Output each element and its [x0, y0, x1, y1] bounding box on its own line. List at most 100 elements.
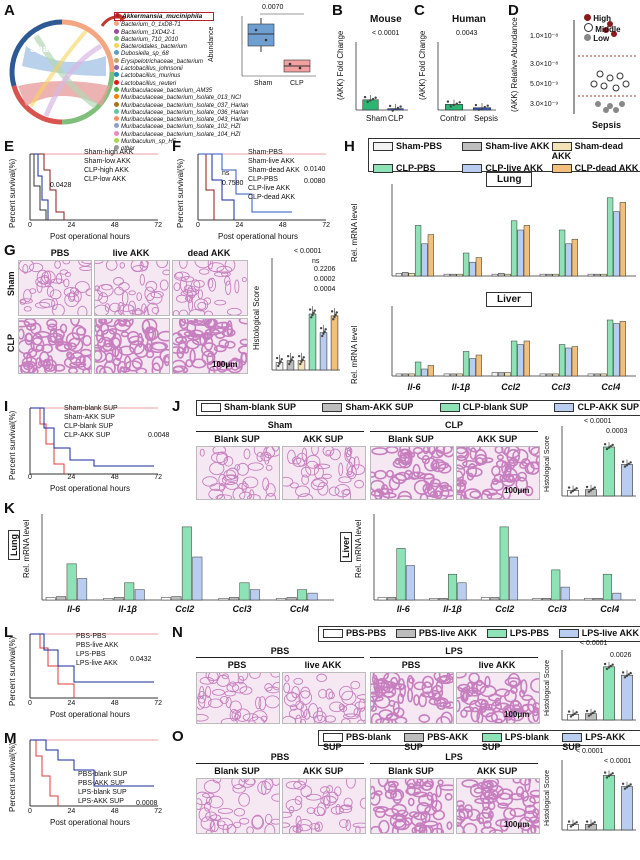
- data-point: [629, 671, 632, 675]
- alveolus: [198, 268, 210, 275]
- alveolus: [470, 706, 481, 723]
- alveolus: [299, 718, 306, 723]
- taxa-legend-item: Muribaculaceae_bacterium_Isolate_036_Har…: [114, 108, 248, 116]
- bar: [377, 597, 387, 601]
- panel-label-i: I: [4, 398, 9, 415]
- alveolus: [202, 476, 218, 487]
- alveolus: [179, 261, 188, 269]
- alveolus: [292, 457, 306, 467]
- alveolus: [448, 673, 453, 681]
- data-point: [310, 316, 313, 319]
- legend-high: High: [593, 14, 612, 23]
- survival-e: [29, 153, 158, 221]
- bar: [510, 220, 518, 277]
- alveolus: [295, 485, 311, 498]
- data-point: [567, 820, 571, 823]
- data-point: [480, 107, 484, 110]
- alveolus: [77, 305, 88, 315]
- bar: [602, 573, 612, 601]
- panel-label-l: L: [4, 624, 14, 641]
- bar: [619, 321, 627, 377]
- alveolus: [457, 470, 464, 486]
- bar: [571, 346, 579, 377]
- alveolus: [51, 303, 65, 315]
- j-col-0: Blank SUP: [214, 434, 260, 444]
- legend-low: Low: [593, 34, 610, 43]
- bar: [523, 340, 531, 377]
- alveolus: [19, 320, 31, 328]
- bar: [286, 597, 297, 601]
- alveolus: [264, 813, 273, 825]
- alveolus: [436, 675, 451, 685]
- panel-l-xlabel: Post operational hours: [50, 710, 131, 719]
- j-p-0: < 0.0001: [584, 418, 612, 425]
- alveolus: [482, 488, 498, 496]
- legend-dot-icon: [114, 145, 119, 151]
- alveolus: [209, 820, 216, 833]
- alveolus: [197, 289, 203, 300]
- alveolus: [298, 779, 308, 786]
- alveolus: [26, 323, 37, 331]
- alveolus: [185, 339, 200, 350]
- data-point: [609, 445, 612, 448]
- n-legend: PBS-PBS PBS-live AKK LPS-PBS LPS-live AK…: [318, 626, 640, 642]
- bar: [558, 229, 566, 277]
- alveolus: [391, 824, 399, 833]
- alveolus: [457, 809, 466, 824]
- bar: [450, 373, 457, 377]
- alveolus: [392, 790, 403, 805]
- alveolus: [151, 341, 169, 351]
- data-point: [589, 823, 593, 827]
- alveolus: [499, 818, 509, 832]
- alveolus: [284, 674, 290, 682]
- data-point: [371, 97, 375, 101]
- l-xtick-3: 72: [154, 700, 162, 707]
- alveolus: [194, 319, 205, 325]
- alveolus: [353, 456, 360, 470]
- alveolus: [385, 469, 394, 478]
- e-xtick-1: 24: [67, 222, 76, 229]
- taxa-legend-item: Muribaculaceae_bacterium_Isolate_102_HZI: [114, 123, 240, 130]
- alveolus: [194, 261, 212, 269]
- alveolus: [103, 339, 113, 348]
- alveolus: [19, 364, 31, 373]
- k-ylabel-liver: Rel. mRNA level: [354, 519, 363, 578]
- alveolus: [440, 711, 453, 723]
- f-legend-4: CLP-live AKK: [248, 185, 291, 192]
- data-point: [366, 100, 369, 104]
- alveolus: [134, 307, 142, 315]
- alveolus: [198, 807, 211, 822]
- alveolus: [313, 463, 331, 470]
- histology-g-sham-dead: [172, 260, 248, 316]
- alveolus: [207, 261, 214, 270]
- legend-dot-icon: [114, 35, 119, 41]
- bar: [600, 373, 607, 377]
- f-xtick-1: 24: [235, 222, 244, 229]
- bar: [77, 578, 88, 601]
- alveolus: [59, 323, 68, 334]
- alveolus: [343, 797, 353, 808]
- alveolus: [95, 323, 101, 333]
- alveolus: [34, 301, 51, 309]
- histology-texture: [371, 447, 453, 499]
- data-point: [607, 774, 611, 778]
- alveolus: [420, 691, 437, 698]
- alveolus: [388, 699, 396, 707]
- alveolus: [521, 694, 534, 701]
- alveolus: [389, 788, 405, 801]
- alveolus: [234, 279, 240, 294]
- data-point: [629, 783, 632, 786]
- taxa-legend-item: Erysipelotrichaceae_bacterium: [114, 57, 214, 65]
- taxa-legend-item: Bacterium_710_2010: [114, 35, 214, 43]
- panel-d-legend: High Middle Low: [584, 14, 621, 43]
- data-point: [611, 663, 614, 666]
- alveolus: [301, 474, 309, 486]
- alveolus: [405, 786, 422, 796]
- alveolus: [306, 807, 316, 814]
- taxa-legend-item: Muribaculaceae_bacterium_Isolate_013_NCI: [114, 94, 241, 101]
- alveolus: [51, 298, 58, 310]
- alveolus: [371, 695, 384, 702]
- alveolus: [294, 795, 303, 805]
- bar: [612, 592, 622, 601]
- bar: [571, 238, 579, 277]
